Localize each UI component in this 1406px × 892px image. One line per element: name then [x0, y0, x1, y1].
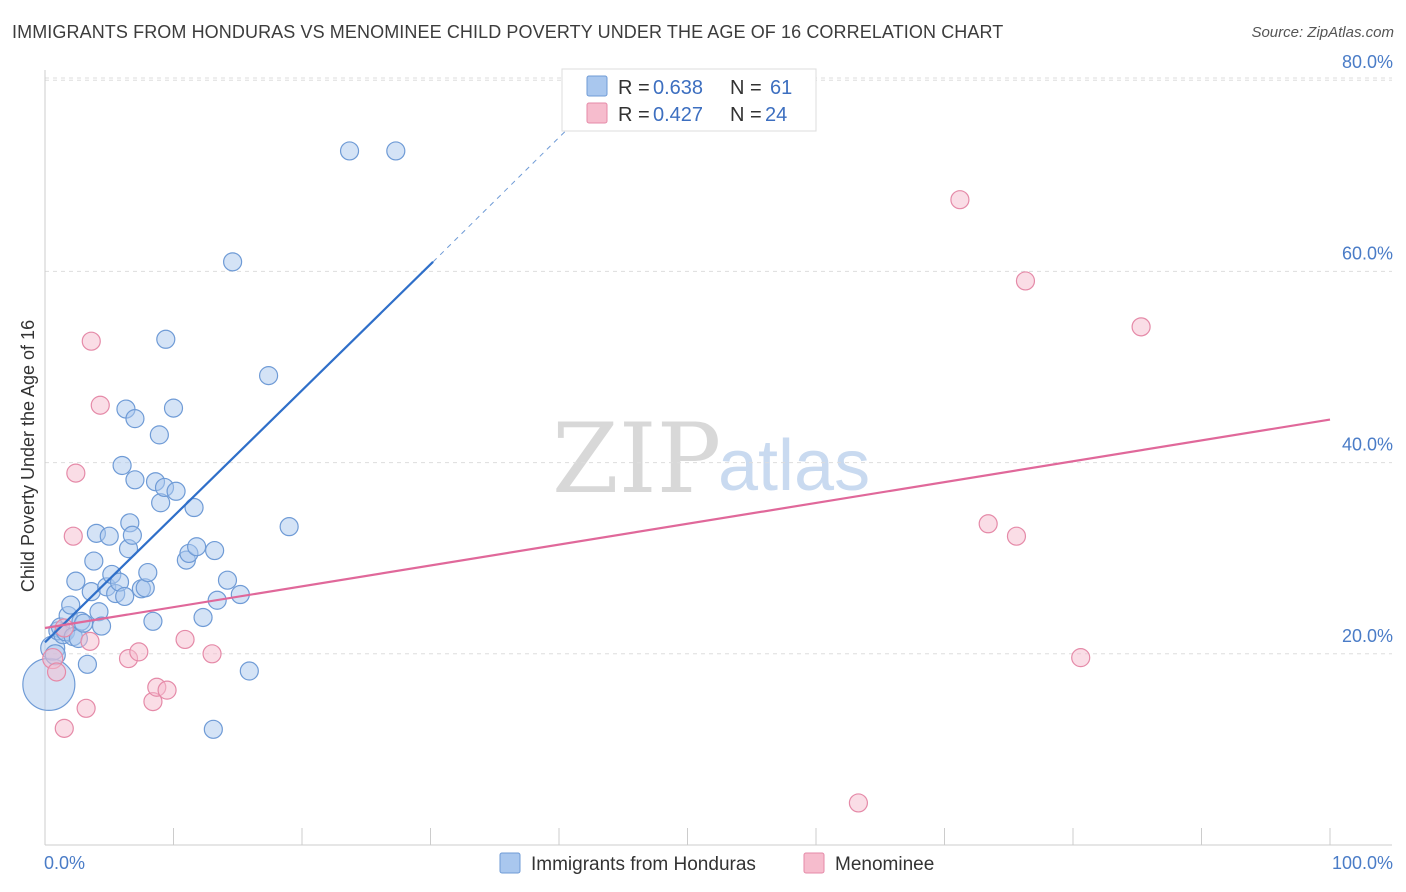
menominee-point-1 — [46, 662, 67, 682]
menominee-point-5 — [66, 463, 86, 483]
honduras-point-53 — [223, 252, 243, 272]
trend-lines — [44, 118, 1331, 644]
menominee-point-21 — [1015, 271, 1036, 291]
legend-n-value-1: 61 — [770, 77, 792, 99]
legend-swatch-pink — [586, 102, 608, 124]
y-tick-label-40: 40.0% — [1342, 435, 1393, 455]
y-tick-label-20: 20.0% — [1342, 626, 1393, 646]
honduras-point-35 — [138, 562, 158, 583]
x-tick-label-min: 0.0% — [44, 853, 85, 873]
bottom-legend-swatch-blue — [499, 852, 521, 874]
honduras-point-41 — [156, 329, 176, 349]
y-tick-labels: 20.0% 40.0% 60.0% 80.0% — [1342, 52, 1393, 646]
grid-lines — [45, 77, 1392, 655]
menominee-point-23 — [1131, 317, 1151, 337]
honduras-point-19 — [91, 616, 112, 636]
bottom-legend-label-menominee: Menominee — [835, 854, 934, 875]
axes — [44, 70, 1392, 846]
series-immigrants-from-honduras — [22, 141, 406, 739]
honduras-point-49 — [203, 719, 223, 739]
honduras-point-14 — [77, 654, 98, 674]
legend-r-label-2: R = — [618, 104, 650, 126]
honduras-point-30 — [122, 525, 142, 545]
source-label: Source: ZipAtlas.com — [1251, 24, 1394, 41]
honduras-point-16 — [84, 551, 104, 571]
honduras-point-21 — [99, 526, 119, 546]
honduras-point-31 — [125, 470, 145, 490]
menominee-point-6 — [76, 698, 96, 718]
honduras-point-46 — [184, 497, 204, 518]
legend-r-value-2: 0.427 — [653, 104, 703, 126]
bottom-legend-swatch-pink — [803, 852, 825, 874]
honduras-point-32 — [125, 409, 145, 429]
honduras-point-26 — [115, 586, 135, 607]
x-tick-label-max: 100.0% — [1332, 853, 1393, 873]
watermark-zip: ZIP — [552, 403, 721, 515]
menominee-point-3 — [54, 718, 74, 738]
legend-r-value-1: 0.638 — [653, 77, 703, 99]
honduras-point-8 — [61, 595, 81, 615]
menominee-point-19 — [978, 514, 998, 534]
watermark-atlas: atlas — [718, 426, 870, 506]
legend-n-label-1: N = — [730, 77, 762, 99]
honduras-point-50 — [205, 540, 225, 561]
trend-line-menominee — [44, 418, 1331, 630]
menominee-point-9 — [90, 395, 110, 415]
chart-title: IMMIGRANTS FROM HONDURAS VS MENOMINEE CH… — [12, 22, 1004, 42]
menominee-point-20 — [1006, 526, 1027, 546]
menominee-point-16 — [202, 644, 222, 664]
honduras-point-42 — [163, 398, 184, 418]
y-tick-label-60: 60.0% — [1342, 243, 1393, 263]
trend-line-honduras — [44, 261, 434, 644]
honduras-point-36 — [143, 611, 163, 631]
x-ticks — [44, 828, 1331, 845]
bottom-legend-label-honduras: Immigrants from Honduras — [531, 854, 756, 875]
menominee-point-15 — [175, 629, 195, 650]
honduras-point-58 — [339, 141, 360, 161]
y-tick-label-80: 80.0% — [1342, 52, 1393, 72]
honduras-point-10 — [66, 571, 86, 591]
honduras-point-55 — [239, 661, 259, 681]
honduras-point-43 — [166, 481, 186, 501]
menominee-point-17 — [848, 793, 869, 813]
menominee-point-11 — [129, 642, 149, 662]
trend-line-honduras-extension — [432, 118, 579, 263]
menominee-point-8 — [81, 331, 101, 351]
legend-n-label-2: N = — [730, 104, 762, 126]
menominee-point-7 — [80, 631, 100, 651]
honduras-point-59 — [386, 141, 406, 161]
menominee-point-22 — [1071, 648, 1091, 668]
honduras-point-52 — [217, 570, 238, 590]
series-menominee — [42, 190, 1151, 813]
menominee-point-14 — [157, 680, 177, 700]
legend-n-value-2: 24 — [765, 104, 787, 126]
series-legend: Immigrants from Honduras Menominee — [499, 852, 934, 875]
y-axis-title: Child Poverty Under the Age of 16 — [18, 320, 38, 592]
honduras-point-25 — [112, 455, 132, 476]
honduras-point-38 — [149, 425, 169, 445]
honduras-point-47 — [187, 537, 207, 557]
honduras-point-57 — [279, 517, 299, 537]
menominee-point-2 — [54, 618, 74, 638]
stats-legend: R = 0.638 N = 61 R = 0.427 N = 24 — [561, 68, 817, 132]
honduras-point-56 — [258, 366, 279, 386]
menominee-point-4 — [63, 526, 83, 546]
honduras-point-48 — [193, 607, 213, 628]
legend-r-label-1: R = — [618, 77, 650, 99]
menominee-point-18 — [950, 190, 970, 210]
legend-swatch-blue — [586, 75, 608, 97]
